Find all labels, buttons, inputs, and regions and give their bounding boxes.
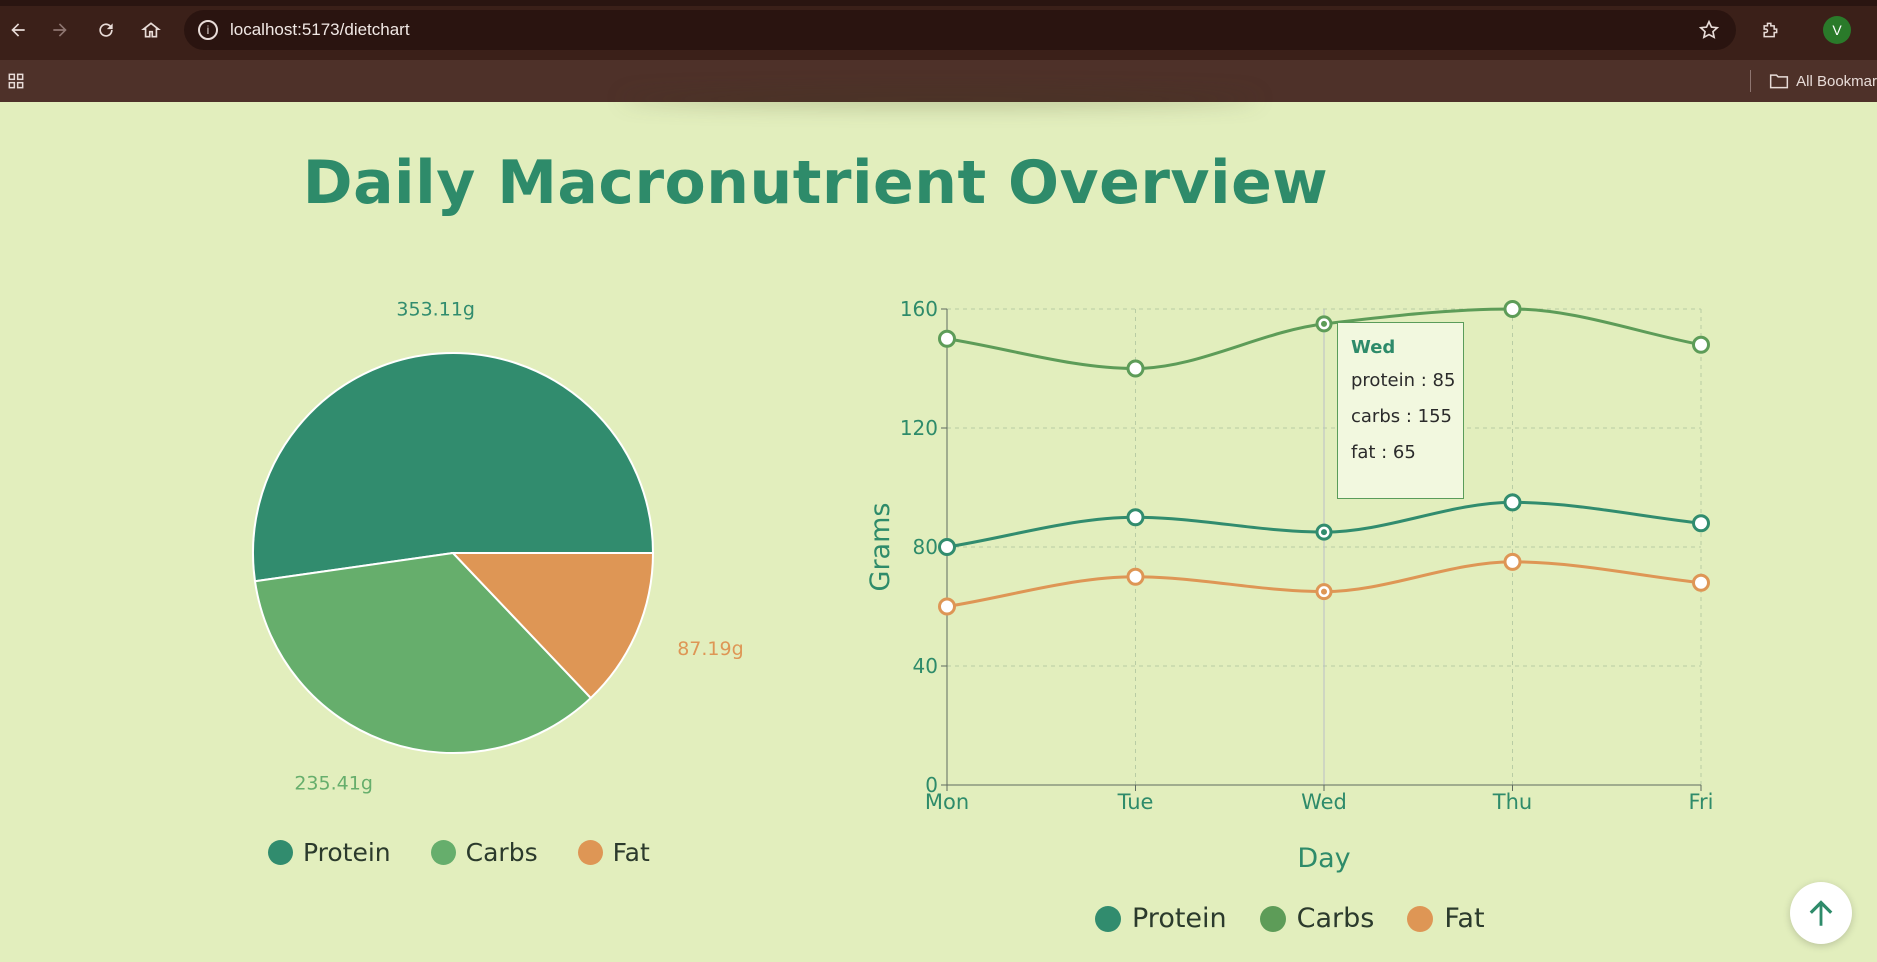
header-shadow [620,92,1260,106]
legend-label: Fat [612,838,650,867]
legend-dot [1259,905,1286,932]
y-tick-label: 160 [900,297,938,321]
legend-label: Carbs [465,838,538,867]
tooltip-row-carbs: carbs : 155 [1351,406,1452,427]
legend-dot [1407,905,1434,932]
line-chart: 0 40 80 120 160 Mon Tue Wed Thu Fri Day Grams [865,297,1714,874]
legend-label: Carbs [1296,903,1375,934]
point-carbs[interactable] [1126,359,1145,378]
legend-label: Protein [303,838,391,867]
pie-slice-fat[interactable] [450,552,655,700]
apps-grid-icon[interactable] [0,65,32,97]
arrow-up-icon [1809,900,1833,926]
bookmarks-divider [1750,70,1752,92]
legend-dot [1095,905,1121,932]
point-protein[interactable] [1692,514,1710,533]
x-tick-label: Thu [1492,790,1532,814]
legend-dot [268,840,293,865]
x-axis-label: Day [1297,843,1350,874]
x-tick-label: Mon [925,790,969,814]
page-title: Daily Macronutrient Overview [0,148,1877,218]
reload-icon[interactable] [90,14,122,46]
point-fat[interactable] [1503,552,1522,571]
bookmarks-bar [0,60,1877,102]
pie-label-fat: 87.19g [677,638,743,660]
legend-label: Protein [1132,903,1227,934]
line-legend-protein[interactable]: Protein [1095,903,1227,934]
legend-label: Fat [1444,903,1485,934]
point-fat[interactable] [1126,567,1145,586]
y-tick-label: 80 [913,535,938,559]
legend-dot [430,840,456,865]
point-active-carbs [1321,320,1327,327]
all-bookmarks[interactable]: All Bookmar [1750,60,1877,102]
point-fat[interactable] [1692,573,1710,592]
all-bookmarks-label: All Bookmar [1796,72,1877,90]
point-protein[interactable] [1126,508,1145,527]
profile-avatar[interactable]: V [1823,16,1851,44]
tab-strip [0,0,1877,6]
folder-icon [1770,74,1789,89]
tooltip-row-protein: protein : 85 [1351,370,1456,391]
x-tick-label: Tue [1117,790,1154,814]
point-carbs[interactable] [1692,335,1710,354]
pie-legend: Protein Carbs Fat [268,838,650,867]
y-tick-label: 40 [913,654,938,678]
pie-chart: 353.11g 235.41g 87.19g [252,299,744,795]
home-icon[interactable] [135,14,167,46]
tooltip-row-fat: fat : 65 [1351,442,1416,463]
pie-slice-protein[interactable] [252,352,655,583]
pie-legend-protein[interactable]: Protein [268,838,391,867]
pie-legend-carbs[interactable]: Carbs [430,838,538,867]
back-icon[interactable] [2,14,34,46]
point-active-protein [1321,529,1327,536]
y-axis-label: Grams [865,503,896,592]
y-tick-label: 120 [900,416,938,440]
line-legend-fat[interactable]: Fat [1407,903,1485,934]
point-carbs[interactable] [938,329,956,348]
y-tick-label: 0 [925,773,938,797]
x-tick-label: Wed [1301,790,1347,814]
site-info-icon[interactable]: i [198,20,218,40]
point-fat[interactable] [938,597,956,616]
chart-tooltip: Wed protein : 85 carbs : 155 fat : 65 [1337,322,1464,499]
point-protein[interactable] [938,538,956,556]
pie-label-protein: 353.11g [396,299,475,321]
address-bar[interactable]: i localhost:5173/dietchart [184,10,1736,50]
scroll-to-top-button[interactable] [1790,882,1852,944]
legend-dot [577,840,603,865]
bookmark-star-icon[interactable] [1698,19,1720,45]
line-legend: Protein Carbs Fat [1095,903,1485,934]
line-legend-carbs[interactable]: Carbs [1259,903,1375,934]
x-tick-label: Fri [1688,790,1713,814]
point-carbs[interactable] [1503,300,1522,318]
pie-legend-fat[interactable]: Fat [577,838,650,867]
url-text: localhost:5173/dietchart [230,20,410,39]
tooltip-title: Wed [1351,337,1396,358]
point-protein[interactable] [1503,493,1522,512]
point-active-fat [1321,588,1327,595]
pie-label-carbs: 235.41g [294,773,373,795]
pie-slice-carbs[interactable] [253,551,593,754]
forward-icon[interactable] [44,14,76,46]
extensions-icon[interactable] [1754,14,1786,46]
page-title-text: Daily Macronutrient Overview [302,148,1329,218]
